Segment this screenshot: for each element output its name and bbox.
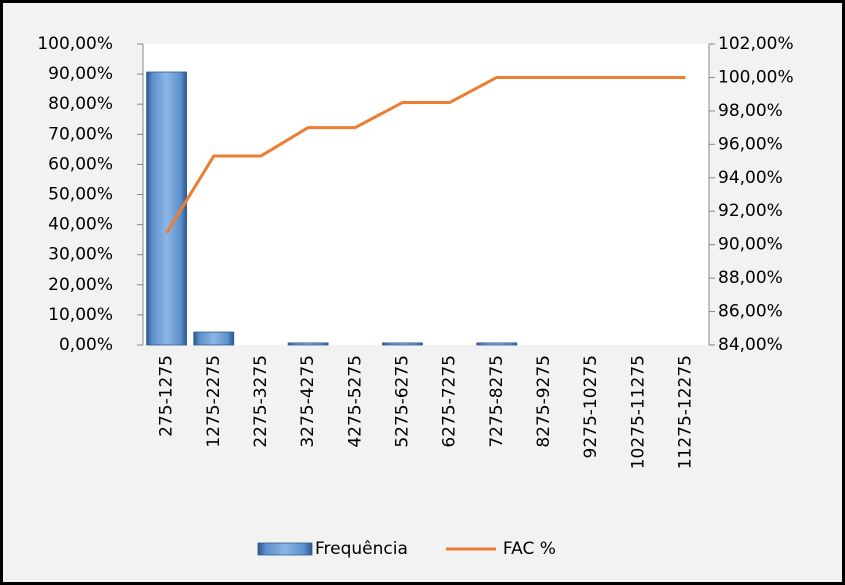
line-series xyxy=(165,75,686,234)
y-tick-label: 40,00% xyxy=(48,215,113,235)
legend-label: Frequência xyxy=(315,539,408,559)
y-tick-label: 50,00% xyxy=(48,185,113,205)
x-tick-label: 275-1275 xyxy=(157,355,177,437)
y-tick-label: 60,00% xyxy=(48,154,113,174)
y2-tick-label: 88,00% xyxy=(718,268,783,288)
y2-tick-label: 92,00% xyxy=(718,201,783,221)
bar xyxy=(382,342,423,346)
y-tick-label: 20,00% xyxy=(48,275,113,295)
x-tick-label: 4275-5275 xyxy=(345,355,365,448)
bar xyxy=(193,331,235,346)
y-tick-label: 30,00% xyxy=(48,245,113,265)
x-tick-label: 1275-2275 xyxy=(204,355,224,448)
x-tick-label: 8275-9275 xyxy=(534,355,554,448)
y-tick-label: 0,00% xyxy=(59,335,113,355)
x-tick-label: 10275-11275 xyxy=(628,355,648,469)
y-tick-label: 70,00% xyxy=(48,124,113,144)
bar xyxy=(476,342,518,346)
y2-tick-label: 86,00% xyxy=(718,302,783,322)
x-tick-label: 9275-10275 xyxy=(581,355,601,458)
x-tick-label: 2275-3275 xyxy=(251,355,271,448)
x-tick-label: 6275-7275 xyxy=(440,355,460,448)
y2-tick-label: 90,00% xyxy=(718,235,783,255)
y-tick-label: 80,00% xyxy=(48,94,113,114)
y-tick-label: 10,00% xyxy=(48,305,113,325)
x-tick-label: 5275-6275 xyxy=(392,355,412,448)
y2-tick-label: 100,00% xyxy=(718,67,794,87)
legend-swatch xyxy=(257,542,313,556)
y2-tick-label: 94,00% xyxy=(718,168,783,188)
bar xyxy=(287,342,329,346)
legend-label: FAC % xyxy=(503,539,556,559)
y2-tick-label: 84,00% xyxy=(718,335,783,355)
x-tick-label: 11275-12275 xyxy=(675,355,695,469)
y-tick-label: 90,00% xyxy=(48,64,113,84)
plot-area xyxy=(143,44,709,345)
x-tick-label: 7275-8275 xyxy=(487,355,507,448)
y2-tick-label: 98,00% xyxy=(718,101,783,121)
y-tick-label: 100,00% xyxy=(37,34,113,54)
x-tick-label: 3275-4275 xyxy=(298,355,318,448)
y2-tick-label: 96,00% xyxy=(718,134,783,154)
y2-tick-label: 102,00% xyxy=(718,34,794,54)
